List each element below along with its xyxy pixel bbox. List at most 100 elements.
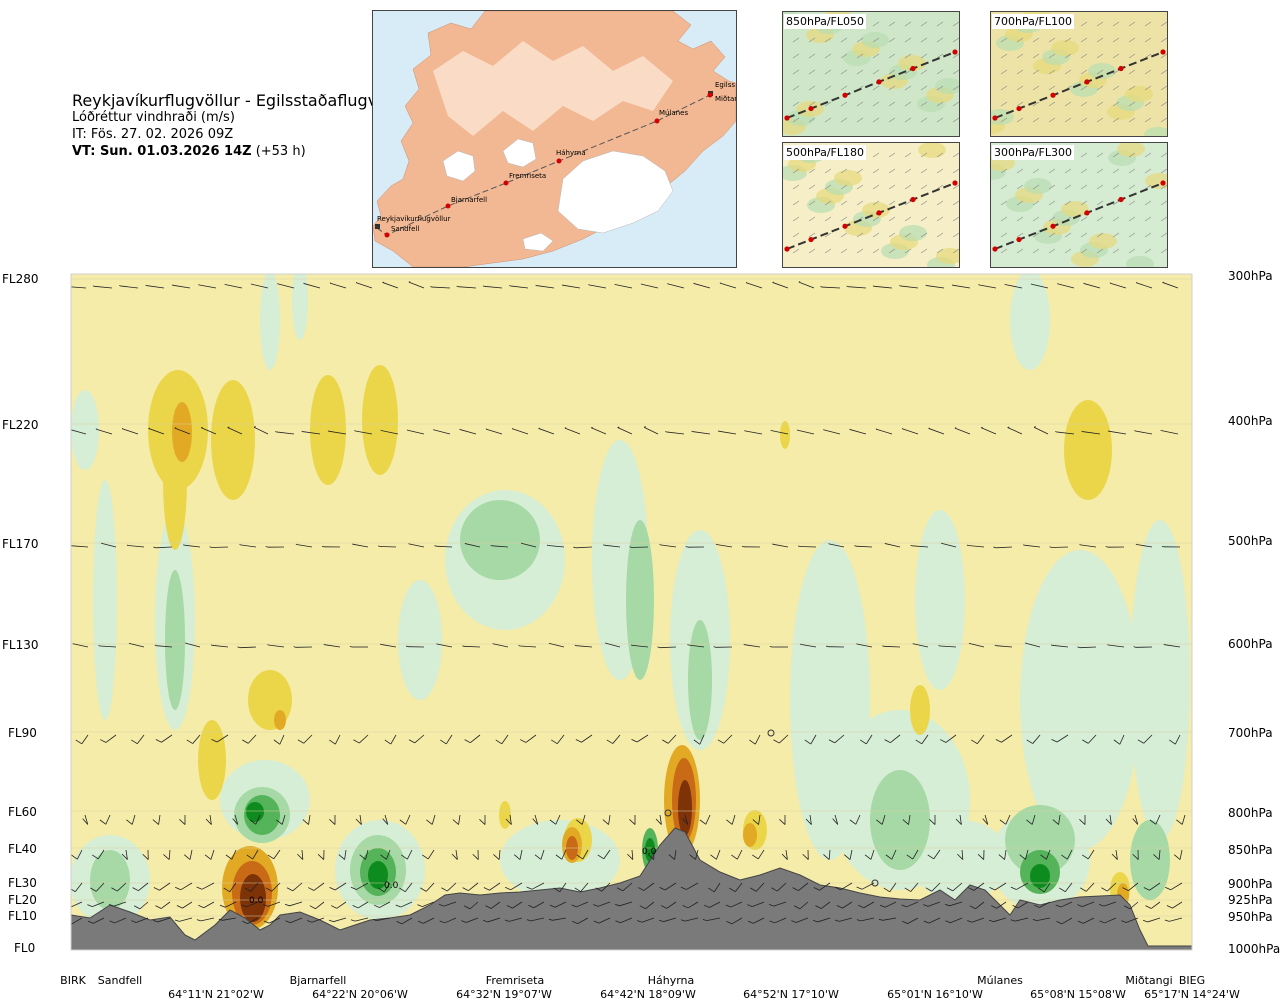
wind-barb-flag xyxy=(703,904,710,908)
wind-barb-flag xyxy=(1176,819,1183,825)
wind-barb xyxy=(160,901,171,909)
mini-map-barb xyxy=(808,117,816,123)
wind-barb xyxy=(1007,427,1023,435)
wind-barb-flag xyxy=(591,426,593,429)
wind-barb xyxy=(1179,849,1183,860)
wind-field-light-green xyxy=(688,620,712,740)
fl-label-10: FL10 xyxy=(8,909,37,923)
mini-map-barb xyxy=(824,184,832,190)
wind-barb-flag xyxy=(902,819,909,825)
wind-barb xyxy=(302,431,321,435)
wind-barb xyxy=(444,917,457,924)
mini-map-barb xyxy=(888,200,896,206)
wind-barb xyxy=(1115,849,1118,860)
mini-map-barb xyxy=(1128,200,1136,206)
wind-barb xyxy=(591,427,607,435)
wind-barb-flag xyxy=(713,646,717,648)
wind-barb-flag xyxy=(504,919,510,922)
mini-map-barb xyxy=(1080,53,1088,59)
wind-barb xyxy=(659,814,662,825)
wind-barb xyxy=(222,917,237,921)
mini-map-barb xyxy=(856,168,864,174)
mini-map-barb xyxy=(872,248,880,254)
wind-barb-flag xyxy=(211,738,218,743)
wind-barb xyxy=(631,849,634,860)
wind-field-yellow xyxy=(910,685,930,735)
wind-barb xyxy=(268,917,281,924)
mini-map-barb xyxy=(1080,200,1088,206)
station-hahyrna: Háhyrna xyxy=(647,974,695,987)
mini-map-barb xyxy=(888,53,896,59)
wind-barb xyxy=(928,428,945,435)
wind-barb-flag xyxy=(643,426,646,428)
mini-map-barb xyxy=(936,184,944,190)
wind-barb-flag xyxy=(350,886,357,890)
wind-barb xyxy=(315,901,325,910)
wind-barb-flag xyxy=(682,905,689,909)
mini-map-barb xyxy=(808,232,816,238)
mini-map-850-label: 850hPa/FL050 xyxy=(784,14,867,29)
wind-barb xyxy=(201,882,215,890)
wind-barb xyxy=(798,281,815,289)
wind-barb xyxy=(436,643,453,648)
wind-barb xyxy=(576,546,593,549)
mini-map-barb xyxy=(1160,184,1167,190)
wind-barb-flag xyxy=(660,905,667,909)
mini-map-barb xyxy=(1064,37,1072,43)
wind-barb-flag xyxy=(249,819,257,825)
wind-barb-flag xyxy=(1082,739,1089,744)
wind-barb-flag xyxy=(1049,546,1053,548)
wind-barb xyxy=(1108,644,1125,648)
wind-barb-flag xyxy=(373,904,380,908)
wind-barb-flag xyxy=(849,819,857,825)
wind-barb-flag xyxy=(307,920,313,923)
wind-barb-flag xyxy=(175,886,181,891)
wind-barb-flag xyxy=(1056,920,1063,925)
mini-map-barb xyxy=(792,216,800,222)
wind-barb xyxy=(122,428,139,435)
mini-map-barb xyxy=(952,21,959,27)
relief-shading xyxy=(433,41,673,136)
wind-barb xyxy=(525,734,537,743)
mini-map-waypoint xyxy=(1084,210,1090,216)
mini-map-barb xyxy=(904,168,912,174)
mini-map-barb xyxy=(872,53,880,59)
wind-barb-flag xyxy=(378,887,385,893)
wind-barb xyxy=(949,901,963,907)
wind-barb-flag xyxy=(401,854,408,860)
wind-barb xyxy=(823,429,841,435)
mini-map-barb xyxy=(824,69,832,75)
wind-barb xyxy=(863,901,875,909)
wind-barb xyxy=(705,814,711,825)
mini-map-barb xyxy=(952,168,959,174)
wind-barb xyxy=(910,882,919,892)
mini-map-barb xyxy=(1048,232,1056,238)
wind-barb xyxy=(663,917,677,923)
mini-map-route xyxy=(786,51,956,119)
wind-barb-flag xyxy=(682,818,689,825)
mini-map-barb xyxy=(1160,168,1167,174)
mini-map-barb xyxy=(888,232,896,238)
wind-field-yellow xyxy=(198,720,226,800)
wind-barb xyxy=(182,901,193,909)
mini-map-barb xyxy=(1112,232,1120,238)
mini-map-barb xyxy=(1048,248,1056,254)
coord-1: 64°11'N 21°02'W xyxy=(168,988,264,1001)
mini-map-barb xyxy=(920,85,928,91)
wind-barb-flag xyxy=(993,546,997,549)
waypoint-label-egilsstadir: Egilss xyxy=(715,81,735,89)
wind-barb xyxy=(432,286,451,289)
wind-barb xyxy=(407,429,425,435)
mini-map-waypoint xyxy=(808,236,814,243)
wind-barb-flag xyxy=(981,426,983,429)
wind-barb-flag xyxy=(1038,887,1045,893)
wind-barb xyxy=(458,286,477,289)
wind-barb xyxy=(289,901,303,907)
wind-barb-flag xyxy=(1166,905,1173,909)
wind-barb-flag xyxy=(1149,819,1157,825)
wind-barb-flag xyxy=(793,905,801,910)
mini-map-barb xyxy=(1144,85,1152,91)
wind-barb xyxy=(383,882,391,893)
mini-map-barb xyxy=(1096,21,1104,27)
wind-barb xyxy=(1174,734,1181,745)
